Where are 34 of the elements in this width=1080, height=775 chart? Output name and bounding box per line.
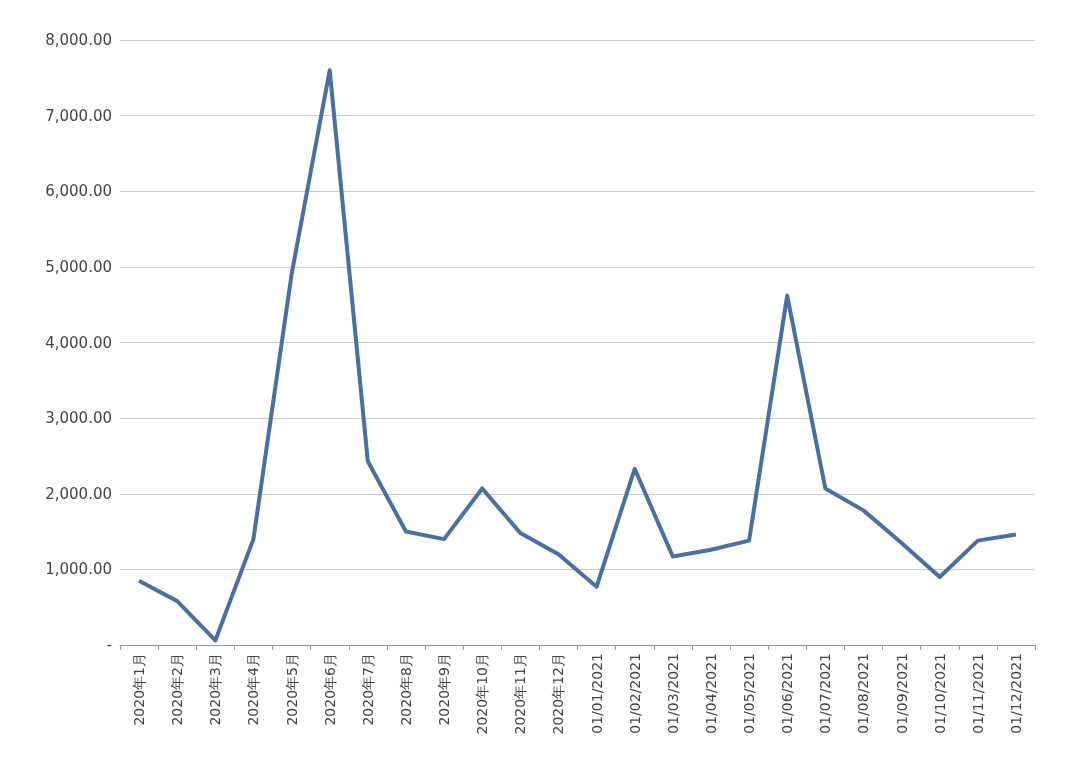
x-tick-label: 01/08/2021 — [855, 653, 872, 734]
x-tick-label: 01/02/2021 — [626, 653, 643, 734]
x-tick-label: 2020年12月 — [550, 653, 567, 735]
x-tick-label: 2020年6月 — [321, 653, 338, 726]
x-tick-label: 01/09/2021 — [893, 653, 910, 734]
y-tick-label: - — [106, 636, 112, 654]
x-tick-label: 2020年3月 — [207, 653, 224, 726]
x-tick-label: 2020年5月 — [283, 653, 300, 726]
x-tick-label: 01/06/2021 — [779, 653, 796, 734]
x-tick-label: 01/11/2021 — [969, 653, 986, 734]
x-tick-label: 2020年4月 — [245, 653, 262, 726]
x-tick-label: 2020年10月 — [474, 653, 491, 735]
y-tick-label: 1,000.00 — [45, 560, 112, 579]
x-tick-label: 2020年1月 — [131, 653, 148, 726]
y-tick-label: 4,000.00 — [45, 333, 112, 352]
x-tick-label: 01/07/2021 — [817, 653, 834, 734]
line-series — [137, 68, 1018, 643]
x-tick-label: 01/12/2021 — [1007, 653, 1024, 734]
x-tick-label: 01/04/2021 — [702, 653, 719, 734]
x-tick-label: 2020年8月 — [397, 653, 414, 726]
y-tick-label: 8,000.00 — [45, 31, 112, 49]
x-tick-label: 01/03/2021 — [664, 653, 681, 734]
y-tick-label: 3,000.00 — [45, 409, 112, 428]
x-tick-label: 2020年11月 — [512, 653, 529, 735]
x-tick-label: 2020年2月 — [169, 653, 186, 726]
y-tick-label: 7,000.00 — [45, 106, 112, 125]
y-tick-label: 2,000.00 — [45, 484, 112, 503]
x-tick-label: 01/10/2021 — [931, 653, 948, 734]
x-tick-label: 2020年7月 — [359, 653, 376, 726]
y-tick-label: 6,000.00 — [45, 182, 112, 201]
x-tick-label: 2020年9月 — [436, 653, 453, 726]
y-tick-label: 5,000.00 — [45, 257, 112, 276]
x-tick-label: 01/01/2021 — [588, 653, 605, 734]
x-tick-label: 01/05/2021 — [741, 653, 758, 734]
